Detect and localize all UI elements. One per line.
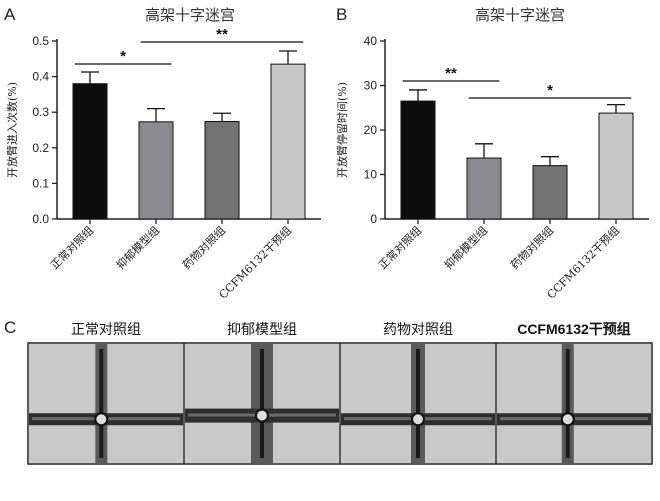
y-tick-label: 0.2 <box>32 141 49 155</box>
bar <box>401 101 435 219</box>
maze-trajectory <box>260 349 264 458</box>
bar <box>139 122 173 219</box>
panel-label-c: C <box>4 318 16 337</box>
panel-label-b: B <box>336 5 347 24</box>
y-axis-label: 开放臂进入次数(%) <box>5 82 19 178</box>
chart-title: 高架十字迷宫 <box>475 6 565 24</box>
y-tick-label: 0.1 <box>32 176 49 190</box>
x-tick-label: CCFM6132干预组 <box>216 223 294 301</box>
x-tick-label: 正常对照组 <box>375 223 424 272</box>
x-tick-label: 抑郁模型组 <box>113 223 162 272</box>
significance-marker: * <box>547 82 553 99</box>
y-tick-label: 0.0 <box>32 212 49 226</box>
significance-marker: ** <box>445 65 457 82</box>
maze-center-hub <box>412 413 424 425</box>
y-tick-label: 0.5 <box>32 34 49 48</box>
chart-a: 高架十字迷宫 0.0 0.1 0.2 0.3 0.4 0.5 开放臂进入次数(%) 正常对照组抑… <box>5 6 321 302</box>
bar <box>73 84 107 219</box>
chart-title: 高架十字迷宫 <box>145 6 235 24</box>
x-tick-label: 药物对照组 <box>507 223 556 272</box>
bar <box>467 158 501 219</box>
y-tick-label: 20 <box>364 123 378 137</box>
bar <box>205 121 239 219</box>
maze-photos: 正常对照组 抑郁模型组 药物对照组 CCFM6132干预组 <box>28 321 652 464</box>
significance-marker: * <box>120 48 126 65</box>
maze-photo <box>184 343 339 464</box>
maze-photo <box>29 344 183 463</box>
maze-trajectory <box>566 349 570 458</box>
maze-center-hub <box>562 413 574 425</box>
maze-title: 药物对照组 <box>383 322 453 338</box>
y-tick-label: 0.3 <box>32 105 49 119</box>
maze-photo <box>340 343 495 464</box>
y-tick-label: 40 <box>364 34 378 48</box>
x-tick-label: 药物对照组 <box>179 223 228 272</box>
significance-marker: ** <box>216 26 228 43</box>
x-tick-label: 正常对照组 <box>47 223 96 272</box>
maze-center-hub <box>95 413 107 425</box>
x-tick-label: CCFM6132干预组 <box>544 223 622 301</box>
maze-background <box>497 344 651 463</box>
bar <box>271 64 305 219</box>
y-axis-label: 开放臂停留时间(%) <box>335 82 349 178</box>
maze-title: 抑郁模型组 <box>227 322 297 338</box>
chart-b: 高架十字迷宫 0 10 20 30 40 开放臂停留时间(%) 正常对照组抑郁模型组药物对照组… <box>335 6 649 302</box>
maze-trajectory <box>416 349 420 458</box>
y-tick-label: 30 <box>364 79 378 93</box>
bar <box>533 166 567 219</box>
maze-title: CCFM6132干预组 <box>517 321 631 337</box>
y-tick-label: 10 <box>364 168 378 182</box>
y-tick-label: 0.4 <box>32 70 49 84</box>
bar <box>599 113 633 219</box>
maze-center-hub <box>256 410 268 422</box>
panel-label-a: A <box>4 5 16 24</box>
y-tick-label: 0 <box>370 212 377 226</box>
maze-title: 正常对照组 <box>71 322 141 338</box>
maze-trajectory <box>99 349 103 458</box>
x-tick-label: 抑郁模型组 <box>441 223 490 272</box>
maze-photo <box>496 343 651 464</box>
